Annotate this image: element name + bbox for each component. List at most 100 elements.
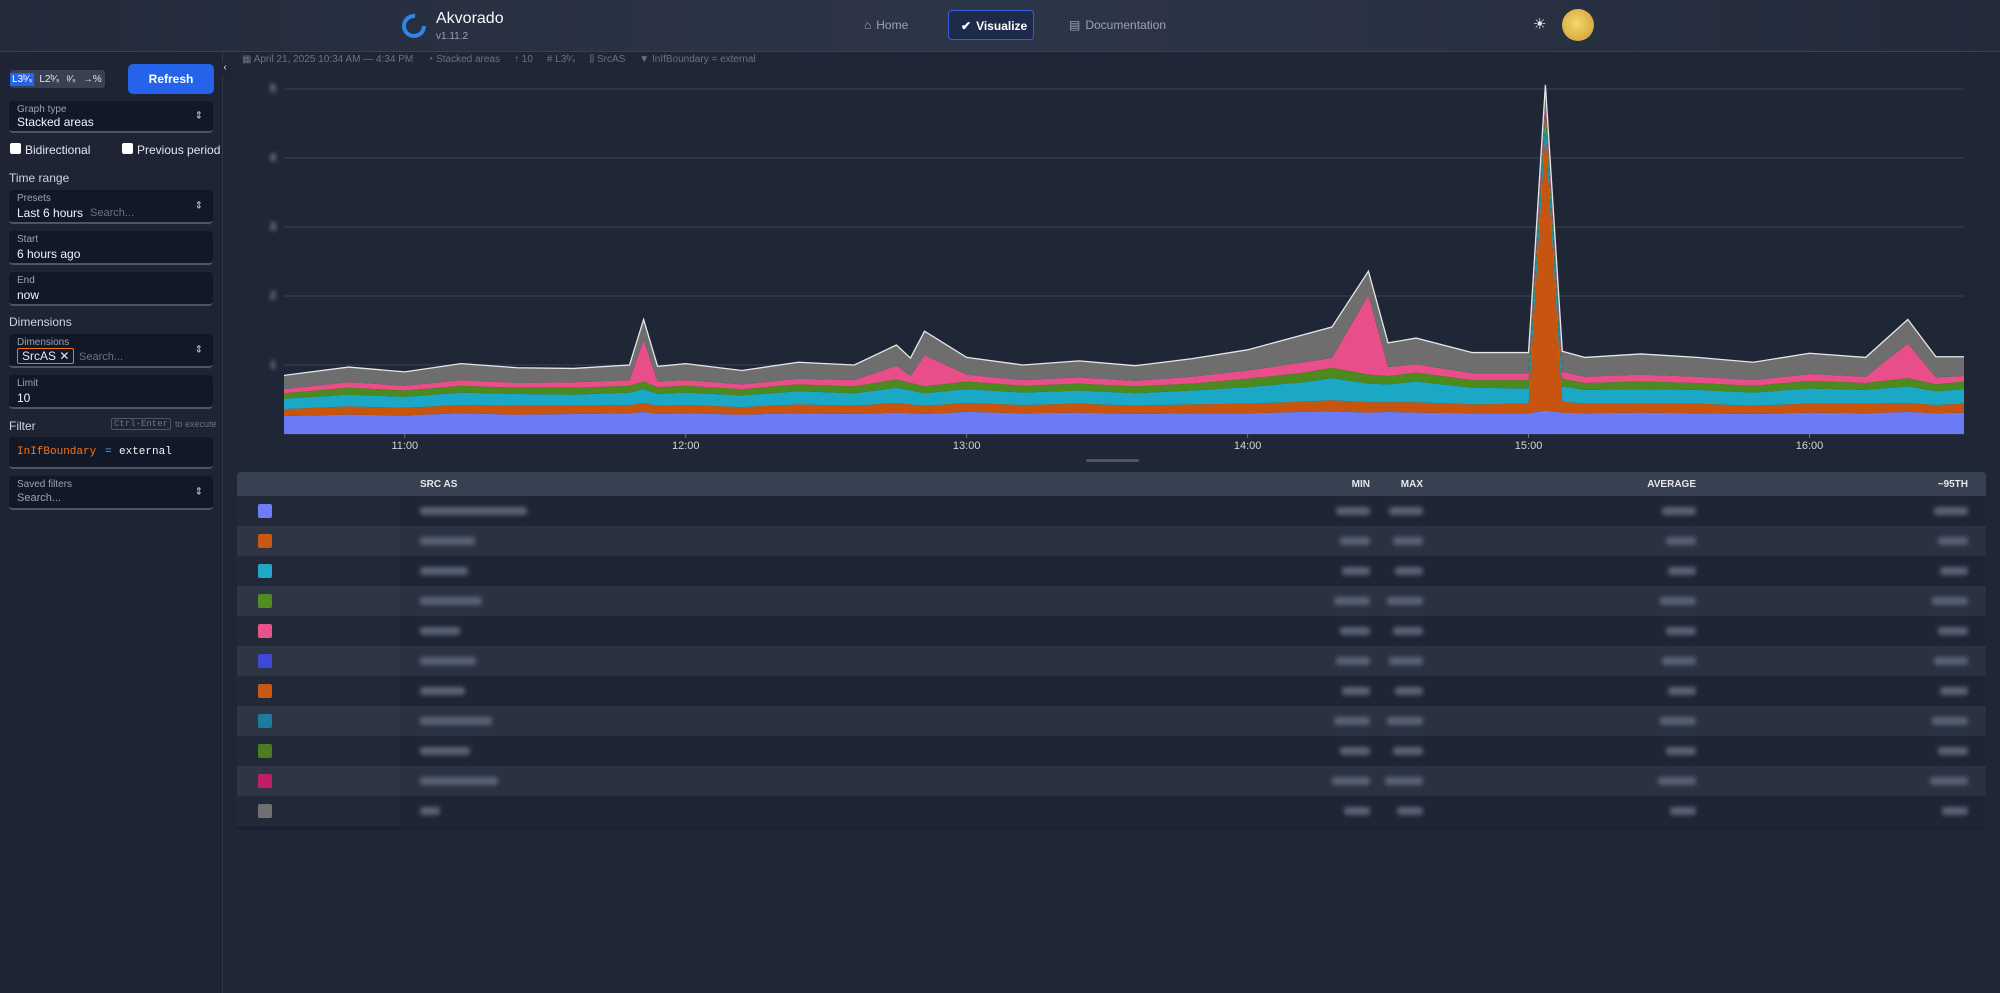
summary-item: # L3ᵇ⁄ₛ xyxy=(546,54,576,65)
row-gutter xyxy=(237,766,400,796)
blurred-cell xyxy=(1662,507,1696,515)
column-label: AVERAGE xyxy=(1647,479,1696,490)
chevron: ⇕ xyxy=(194,486,203,498)
filter-editor[interactable]: InIfBoundary = external xyxy=(9,437,213,469)
limit-input[interactable]: Limit 10 xyxy=(9,375,213,409)
dimensions-select[interactable]: Dimensions SrcAS ✕ Search... ⇕ xyxy=(9,334,213,368)
refresh-button[interactable]: Refresh xyxy=(128,64,214,94)
unit-option[interactable]: L2ᵇ⁄ₛ xyxy=(39,73,60,85)
table-row[interactable] xyxy=(237,616,1986,646)
unit-option[interactable]: →% xyxy=(82,73,102,85)
chevron: ⇕ xyxy=(194,200,203,212)
column-header: MAX xyxy=(1401,479,1423,490)
table-row[interactable] xyxy=(237,676,1986,706)
color-swatch xyxy=(258,624,272,638)
dimension-chip[interactable]: SrcAS ✕ xyxy=(17,348,75,364)
blurred-cell xyxy=(1934,507,1968,515)
table-row[interactable] xyxy=(237,526,1986,556)
table-row[interactable] xyxy=(237,736,1986,766)
nav-label: Visualize xyxy=(976,19,1028,33)
blurred-cell xyxy=(1942,807,1968,815)
row-gutter xyxy=(237,586,400,616)
area-series xyxy=(284,84,1964,390)
blurred-cell xyxy=(1397,807,1423,815)
table-row[interactable] xyxy=(237,766,1986,796)
blurred-cell xyxy=(420,537,475,545)
blurred-cell xyxy=(1340,627,1370,635)
blurred-cell xyxy=(1668,567,1696,575)
placeholder: Search... xyxy=(90,207,135,219)
color-swatch xyxy=(258,684,272,698)
blurred-cell xyxy=(1666,747,1696,755)
blurred-cell xyxy=(1658,777,1696,785)
y-tick-label: 4 xyxy=(270,152,276,164)
chevron: ⇕ xyxy=(194,344,203,356)
header: Akvorado v1.11.2 ⌂ Home ✔ Visualize ▤ Docum… xyxy=(0,0,2000,52)
blurred-cell xyxy=(1334,597,1370,605)
table-row[interactable] xyxy=(237,586,1986,616)
blurred-cell xyxy=(1932,597,1968,605)
color-swatch xyxy=(258,564,272,578)
blurred-cell xyxy=(1387,717,1423,725)
column-header: SRC AS xyxy=(420,479,458,490)
avatar[interactable] xyxy=(1562,9,1594,41)
row-gutter xyxy=(237,526,400,556)
summary-item: ◔ Stacked areas xyxy=(427,54,500,65)
section-title: Dimensions xyxy=(9,315,72,329)
checkbox[interactable] xyxy=(122,143,133,154)
blurred-cell xyxy=(420,567,468,575)
chart: 1 2 3 4 5 11:00 12:00 13:00 14:00 15:00 16:00 xyxy=(270,83,1964,452)
placeholder: Search... xyxy=(79,351,124,363)
area-series xyxy=(284,410,1964,434)
collapse-button[interactable]: ‹ xyxy=(219,62,231,76)
table-row[interactable] xyxy=(237,556,1986,586)
field-label: Graph type xyxy=(17,104,67,115)
unit-option[interactable]: ᵖ⁄ₛ xyxy=(66,73,76,85)
row-gutter xyxy=(237,706,400,736)
graph-type-select[interactable]: Graph type Stacked areas ⇕ xyxy=(9,101,213,133)
blurred-cell xyxy=(420,717,492,725)
theme-toggle[interactable]: ☀ xyxy=(1533,16,1547,33)
column-header: AVERAGE xyxy=(1647,479,1696,490)
table-row[interactable] xyxy=(237,496,1986,526)
x-tick-label: 14:00 xyxy=(1234,440,1262,452)
presets-select[interactable]: Presets Last 6 hours Search... ⇕ xyxy=(9,190,213,224)
color-swatch xyxy=(258,744,272,758)
table-row[interactable] xyxy=(237,646,1986,676)
resize-handle[interactable] xyxy=(1086,459,1139,462)
start-input[interactable]: Start 6 hours ago xyxy=(9,231,213,265)
blurred-cell xyxy=(1389,657,1423,665)
table-row[interactable] xyxy=(237,796,1986,826)
nav-home[interactable]: ⌂ Home xyxy=(864,18,909,32)
y-tick-label: 2 xyxy=(270,290,276,302)
blurred-cell xyxy=(1938,537,1968,545)
x-tick-label: 13:00 xyxy=(953,440,981,452)
column-label: MAX xyxy=(1400,479,1423,490)
end-input[interactable]: End now xyxy=(9,272,213,306)
nav-visualize[interactable]: ✔ Visualize xyxy=(948,10,1034,40)
unit-option[interactable]: L3ᵇ⁄ₛ xyxy=(10,72,35,86)
placeholder: Search... xyxy=(17,492,62,504)
summary-text: InIfBoundary = external xyxy=(651,54,756,65)
field-value: Stacked areas xyxy=(17,115,94,129)
area-series xyxy=(284,106,1964,399)
blurred-cell xyxy=(1340,537,1370,545)
field-value: 10 xyxy=(17,391,31,405)
blurred-cell xyxy=(1668,687,1696,695)
summary-item: ▼ InIfBoundary = external xyxy=(639,54,756,65)
x-tick-label: 16:00 xyxy=(1796,440,1824,452)
blurred-cell xyxy=(1395,567,1423,575)
summary-text: Stacked areas xyxy=(436,54,500,65)
nav-docs[interactable]: ▤ Documentation xyxy=(1069,18,1167,32)
blurred-cell xyxy=(1660,597,1696,605)
blurred-cell xyxy=(1660,717,1696,725)
x-tick-label: 11:00 xyxy=(391,440,418,452)
summary-text: 10 xyxy=(521,54,533,65)
saved-filters-select[interactable]: Saved filters Search... ⇕ xyxy=(9,476,213,510)
filter-value: external xyxy=(119,446,172,458)
color-swatch xyxy=(258,504,272,518)
checkbox[interactable] xyxy=(10,143,21,154)
table-row[interactable] xyxy=(237,706,1986,736)
